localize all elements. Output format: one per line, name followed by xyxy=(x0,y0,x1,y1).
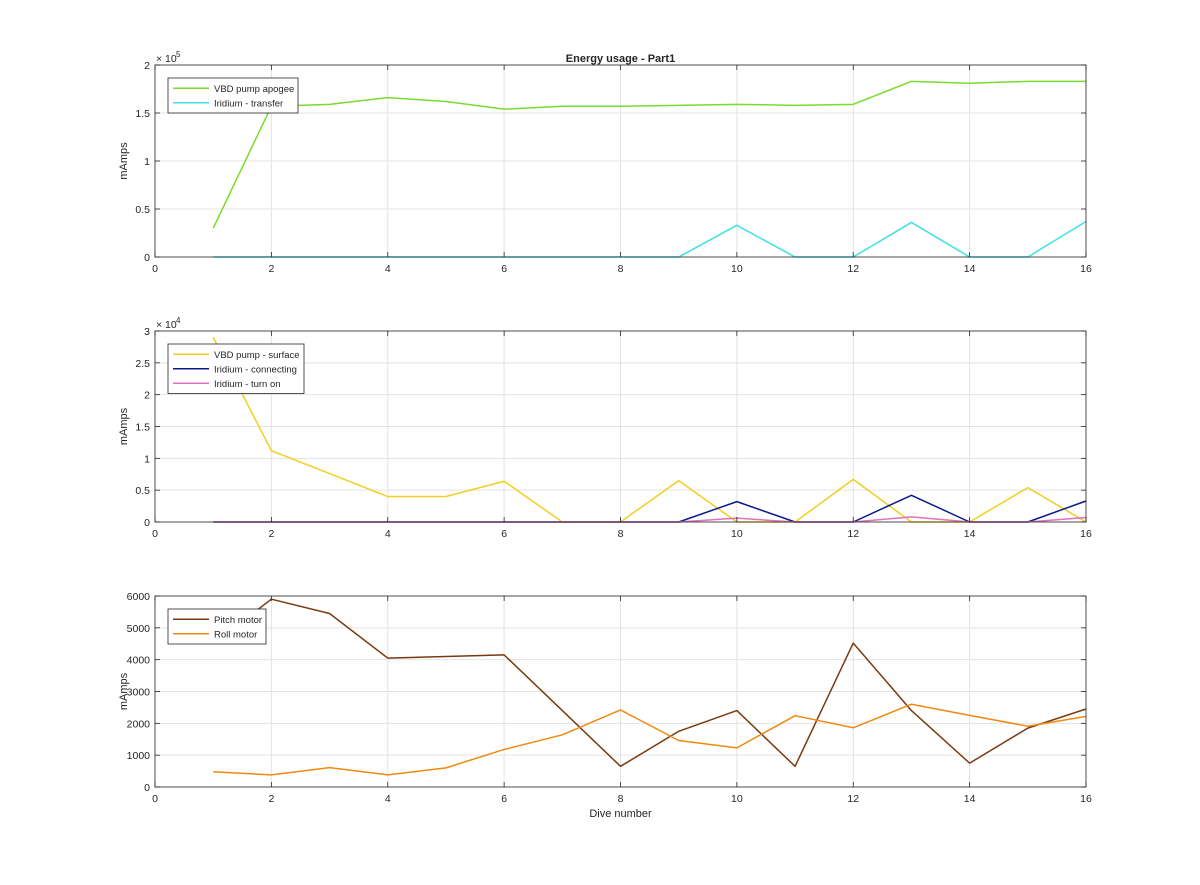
series-line-pitch-motor xyxy=(212,598,1087,768)
x-tick-label: 10 xyxy=(731,793,743,805)
series-line-vbd-pump-surface xyxy=(212,337,1087,523)
grid-lines xyxy=(154,595,1087,788)
series-line-roll-motor xyxy=(213,703,1087,776)
x-axis-label: Dive number xyxy=(589,808,652,820)
legend-entry-label: VBD pump apogee xyxy=(214,84,294,95)
y-exponent-label: × 10 xyxy=(156,319,177,331)
x-tick-label: 0 xyxy=(152,793,158,805)
x-tick-label: 2 xyxy=(268,793,274,805)
y-tick-label: 2 xyxy=(144,390,150,402)
legend: VBD pump - surface Iridium - connecting Ir… xyxy=(167,343,305,394)
y-tick-label: 1.5 xyxy=(135,422,150,434)
y-tick-label: 0.5 xyxy=(135,485,150,497)
legend-entry-label: Iridium - turn on xyxy=(214,379,281,390)
legend-entry-label: Roll motor xyxy=(214,629,257,640)
y-tick-label: 5000 xyxy=(127,623,151,635)
x-tick-label: 0 xyxy=(152,528,158,540)
series-line-vbd-pump-apogee xyxy=(212,80,1086,229)
x-tick-label: 2 xyxy=(268,528,274,540)
y-tick-label: 0 xyxy=(144,252,150,264)
legend-entry-label: VBD pump - surface xyxy=(214,350,300,361)
x-tick-label: 12 xyxy=(847,263,859,275)
x-tick-label: 12 xyxy=(847,528,859,540)
x-tick-label: 12 xyxy=(847,793,859,805)
series-line-iridium-connecting xyxy=(213,494,1087,523)
x-tick-label: 6 xyxy=(501,528,507,540)
chart-panel-3: 0 2 4 6 8 10 12 14 16 0 1000 2000 3000 4000 5000 6000 mA… xyxy=(118,591,1092,820)
x-tick-label: 8 xyxy=(618,793,624,805)
x-tick-label: 6 xyxy=(501,263,507,275)
y-tick-label: 1 xyxy=(144,156,150,168)
y-tick-label: 2000 xyxy=(127,718,151,730)
legend-entry-label: Iridium - transfer xyxy=(214,98,283,109)
y-tick-label: 3000 xyxy=(127,687,151,699)
x-tick-label: 8 xyxy=(618,263,624,275)
y-exponent-power: 4 xyxy=(176,316,181,325)
x-tick-label: 16 xyxy=(1080,793,1092,805)
y-tick-label: 0.5 xyxy=(135,204,150,216)
y-tick-label: 1000 xyxy=(127,750,151,762)
y-tick-label: 4000 xyxy=(127,655,151,667)
legend-box xyxy=(167,608,267,645)
legend: VBD pump apogee Iridium - transfer xyxy=(167,77,299,114)
y-axis-label: mAmps xyxy=(118,672,130,710)
legend-box xyxy=(167,77,299,114)
y-tick-label: 1 xyxy=(144,453,150,465)
y-axis-label: mAmps xyxy=(118,407,130,445)
y-tick-label: 3 xyxy=(144,326,150,338)
chart-title: Energy usage - Part1 xyxy=(566,53,675,65)
y-tick-label: 1.5 xyxy=(135,108,150,120)
y-tick-label: 0 xyxy=(144,517,150,529)
x-tick-label: 6 xyxy=(501,793,507,805)
x-tick-label: 4 xyxy=(385,263,391,275)
x-tick-label: 4 xyxy=(385,528,391,540)
y-exponent-label: × 10 xyxy=(156,53,177,65)
x-tick-label: 16 xyxy=(1080,263,1092,275)
y-tick-label: 2 xyxy=(144,60,150,72)
series-line-iridium-turn-on xyxy=(213,516,1087,523)
x-tick-label: 2 xyxy=(268,263,274,275)
x-tick-label: 10 xyxy=(731,528,743,540)
x-tick-label: 14 xyxy=(964,793,976,805)
x-tick-label: 0 xyxy=(152,263,158,275)
y-tick-label: 0 xyxy=(144,782,150,794)
x-tick-label: 10 xyxy=(731,263,743,275)
x-tick-label: 14 xyxy=(964,528,976,540)
legend-entry-label: Pitch motor xyxy=(214,615,262,626)
x-tick-label: 14 xyxy=(964,263,976,275)
y-tick-label: 6000 xyxy=(127,591,151,603)
y-tick-label: 2.5 xyxy=(135,358,150,370)
x-tick-label: 4 xyxy=(385,793,391,805)
y-exponent-power: 5 xyxy=(176,50,181,59)
x-tick-label: 16 xyxy=(1080,528,1092,540)
y-axis-label: mAmps xyxy=(118,142,130,180)
x-tick-label: 8 xyxy=(618,528,624,540)
legend: Pitch motor Roll motor xyxy=(167,608,267,645)
legend-entry-label: Iridium - connecting xyxy=(214,364,297,375)
chart-panel-1: 0 2 4 6 8 10 12 14 16 0 0.5 1 1.5 2 × 10 5 mAmps Energy u… xyxy=(118,50,1092,275)
series-line-iridium-transfer xyxy=(213,220,1087,258)
